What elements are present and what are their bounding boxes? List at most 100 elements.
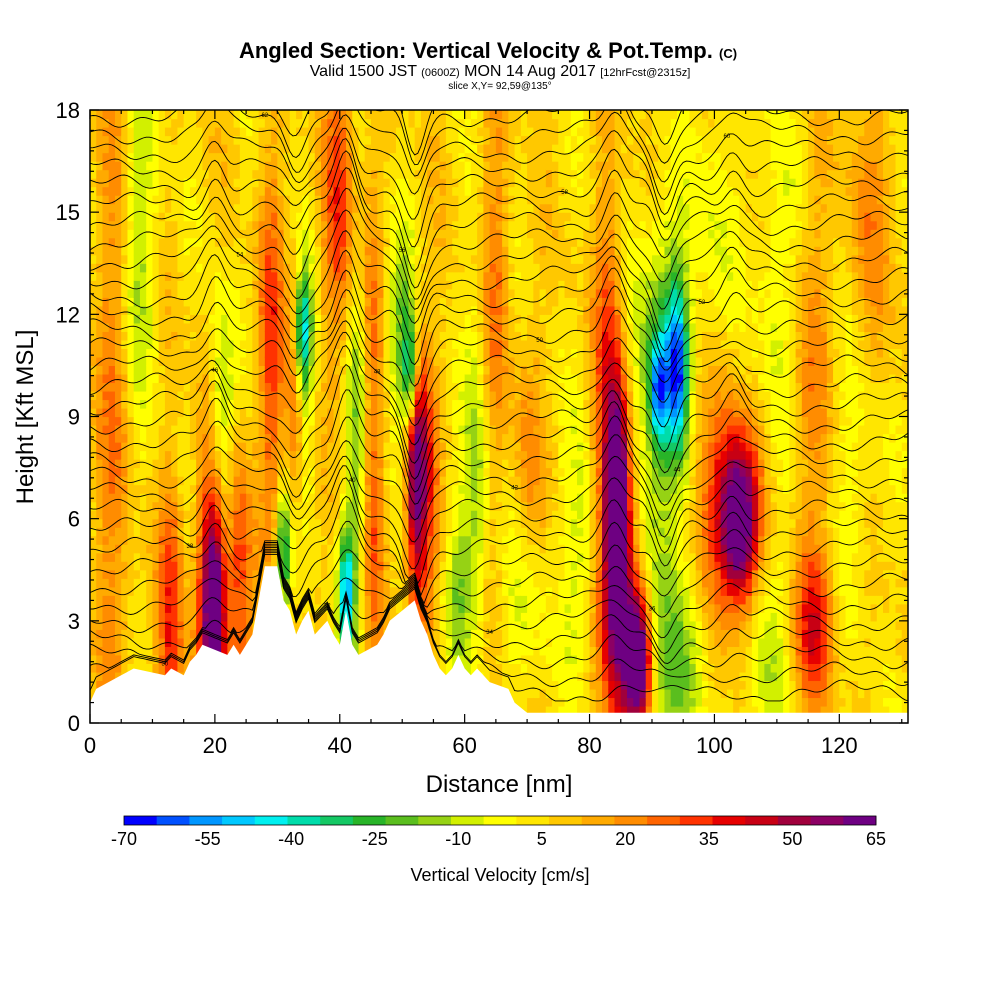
velocity-cell xyxy=(152,169,160,179)
velocity-cell xyxy=(114,595,122,605)
velocity-cell xyxy=(258,118,266,128)
velocity-cell xyxy=(439,390,447,401)
velocity-cell xyxy=(408,544,416,554)
velocity-cell xyxy=(483,212,491,222)
velocity-cell xyxy=(508,365,516,375)
velocity-cell xyxy=(296,459,303,469)
velocity-cell xyxy=(514,161,522,171)
velocity-cell xyxy=(296,161,303,171)
velocity-cell xyxy=(246,135,253,145)
velocity-cell xyxy=(327,246,335,256)
velocity-cell xyxy=(458,416,466,426)
velocity-cell xyxy=(164,612,172,622)
velocity-cell xyxy=(121,305,129,315)
velocity-cell xyxy=(177,663,185,673)
velocity-cell xyxy=(452,476,460,486)
velocity-cell xyxy=(470,348,478,358)
velocity-cell xyxy=(164,331,172,341)
velocity-cell xyxy=(264,118,272,128)
velocity-cell xyxy=(420,237,428,247)
velocity-cell xyxy=(189,467,197,477)
velocity-cell xyxy=(96,220,104,230)
velocity-cell xyxy=(221,493,228,503)
velocity-cell xyxy=(420,459,428,469)
velocity-cell xyxy=(183,578,191,588)
velocity-cell xyxy=(208,637,216,647)
velocity-cell xyxy=(96,586,104,596)
velocity-cell xyxy=(121,322,129,332)
velocity-cell xyxy=(258,365,266,375)
velocity-cell xyxy=(408,314,416,324)
velocity-cell xyxy=(327,144,335,154)
velocity-cell xyxy=(502,203,509,213)
velocity-cell xyxy=(252,399,260,409)
velocity-cell xyxy=(239,399,247,409)
velocity-cell xyxy=(133,263,141,273)
velocity-cell xyxy=(239,484,247,494)
velocity-cell xyxy=(146,561,154,571)
velocity-cell xyxy=(177,382,185,392)
velocity-cell xyxy=(264,450,272,460)
velocity-cell xyxy=(108,654,116,664)
velocity-cell xyxy=(452,229,460,239)
velocity-cell xyxy=(277,305,285,315)
velocity-cell xyxy=(427,390,435,401)
velocity-cell xyxy=(439,433,447,443)
velocity-cell xyxy=(514,552,522,562)
velocity-cell xyxy=(158,144,166,154)
velocity-cell xyxy=(420,620,428,630)
velocity-cell xyxy=(189,271,197,281)
velocity-cell xyxy=(183,620,191,630)
velocity-cell xyxy=(233,331,241,341)
velocity-cell xyxy=(470,356,478,367)
velocity-cell xyxy=(189,331,197,341)
velocity-cell xyxy=(139,416,147,426)
velocity-cell xyxy=(208,493,216,503)
velocity-cell xyxy=(189,373,197,384)
velocity-cell xyxy=(258,237,266,247)
velocity-cell xyxy=(452,280,460,290)
velocity-cell xyxy=(102,152,110,162)
velocity-cell xyxy=(477,127,484,137)
velocity-cell xyxy=(364,178,372,188)
velocity-cell xyxy=(239,152,247,162)
velocity-cell xyxy=(495,220,503,230)
velocity-cell xyxy=(258,535,266,545)
velocity-cell xyxy=(364,288,372,298)
velocity-cell xyxy=(383,467,391,477)
velocity-cell xyxy=(114,195,122,205)
velocity-cell xyxy=(296,314,303,324)
velocity-cell xyxy=(296,535,303,545)
velocity-cell xyxy=(214,407,222,418)
velocity-cell xyxy=(283,561,291,571)
velocity-cell xyxy=(252,459,260,469)
velocity-cell xyxy=(208,510,216,520)
velocity-cell xyxy=(133,373,141,384)
velocity-cell xyxy=(239,518,247,528)
velocity-cell xyxy=(114,110,122,120)
velocity-cell xyxy=(402,390,410,401)
velocity-cell xyxy=(152,637,160,647)
velocity-cell xyxy=(114,552,122,562)
velocity-cell xyxy=(346,569,353,579)
velocity-cell xyxy=(114,152,122,162)
velocity-cell xyxy=(508,612,516,622)
velocity-cell xyxy=(258,348,266,358)
velocity-cell xyxy=(90,578,97,588)
velocity-cell xyxy=(483,246,491,256)
velocity-cell xyxy=(358,288,366,298)
velocity-cell xyxy=(395,476,403,486)
velocity-cell xyxy=(208,569,216,579)
velocity-cell xyxy=(127,493,135,503)
velocity-cell xyxy=(171,186,179,196)
velocity-cell xyxy=(202,144,210,154)
velocity-cell xyxy=(327,493,335,503)
velocity-cell xyxy=(445,569,453,579)
velocity-cell xyxy=(296,569,303,579)
velocity-cell xyxy=(420,425,428,435)
velocity-cell xyxy=(208,220,216,230)
velocity-cell xyxy=(258,314,266,324)
velocity-cell xyxy=(389,229,397,239)
velocity-cell xyxy=(283,535,291,545)
velocity-cell xyxy=(246,527,253,537)
